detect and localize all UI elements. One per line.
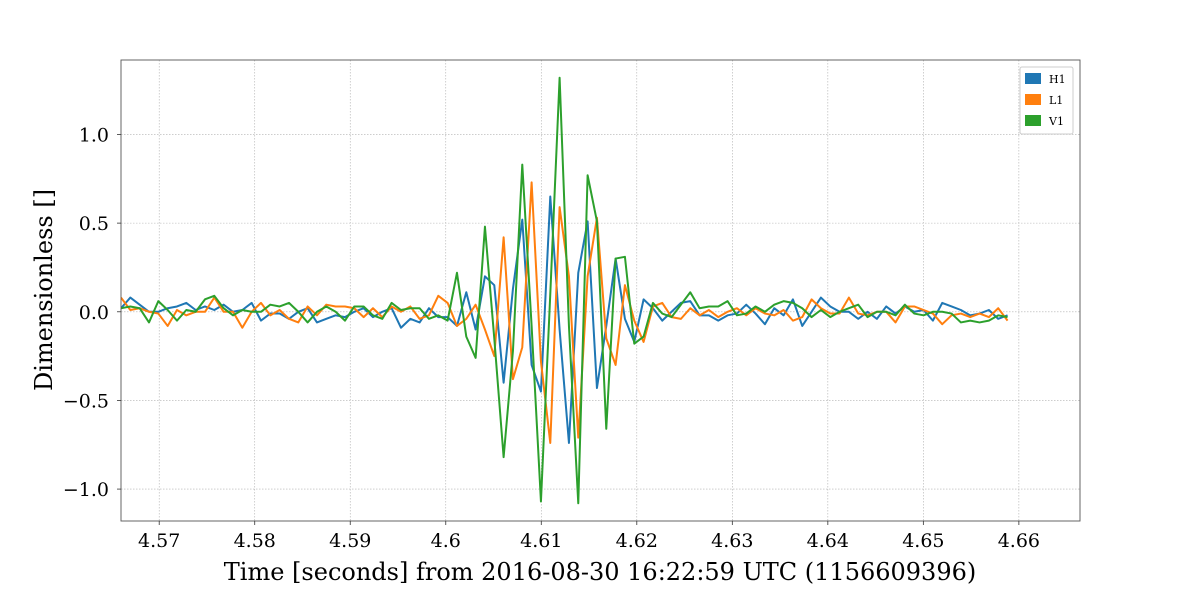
x-axis-label: Time [seconds] from 2016-08-30 16:22:59 … [224,558,976,586]
legend-label-v1: V1 [1048,115,1064,128]
series-line-h1 [121,195,1008,444]
x-tick-label: 4.63 [711,530,753,552]
plot-frame [120,59,1081,522]
series-line-l1 [121,181,1009,444]
series-line-v1 [121,76,1008,505]
grid [121,60,1080,521]
y-tick-label: 0.5 [79,213,109,235]
x-tick-label: 4.59 [329,530,371,552]
series-lines [121,76,1009,505]
y-axis-label: Dimensionless [] [30,189,58,391]
legend-swatch-h1 [1025,73,1041,84]
x-tick-label: 4.58 [234,530,276,552]
x-tick-label: 4.66 [998,530,1040,552]
legend-swatch-l1 [1025,94,1041,105]
y-tick-label: −0.5 [63,390,109,412]
x-tick-label: 4.6 [431,530,461,552]
legend-label-h1: H1 [1049,73,1066,86]
y-tick-label: 1.0 [79,124,109,146]
x-tick-label: 4.57 [138,530,180,552]
x-tick-label: 4.62 [616,530,658,552]
x-tick-label: 4.65 [902,530,944,552]
y-tick-label: 0.0 [79,302,109,324]
y-tick-label: −1.0 [63,479,109,501]
legend: H1 L1 V1 [1019,66,1074,135]
x-tick-label: 4.61 [520,530,562,552]
x-tick-label: 4.64 [807,530,849,552]
legend-label-l1: L1 [1049,94,1063,107]
legend-swatch-v1 [1025,115,1041,126]
ticks: 4.57 4.58 4.59 4.6 4.61 4.62 4.63 4.64 4.65 4.66 1… [63,124,1040,552]
